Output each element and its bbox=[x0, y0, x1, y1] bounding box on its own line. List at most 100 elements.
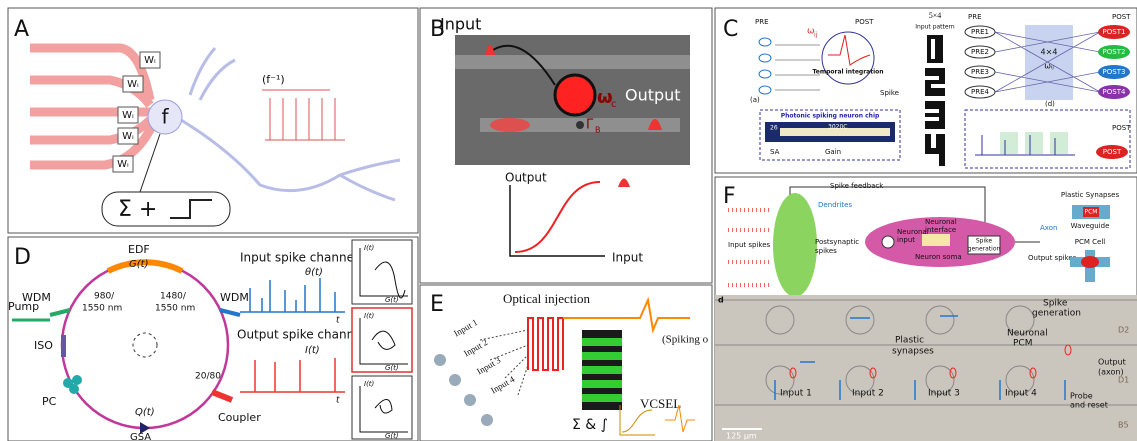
theta: θ(t) bbox=[305, 267, 323, 278]
post-node-label: POST4 bbox=[1103, 88, 1126, 96]
panel-f: F Spike feedback Dendrites Input spikes … bbox=[715, 177, 1137, 441]
row-label: D2 bbox=[1118, 326, 1129, 335]
post-node-label: POST1 bbox=[1103, 28, 1126, 36]
probe: Probe bbox=[1070, 392, 1093, 401]
weight: Wᵢ bbox=[122, 110, 134, 121]
pcm: PCM bbox=[1085, 209, 1098, 216]
omega-sub: c bbox=[611, 99, 617, 110]
photo-pcm: PCM bbox=[1013, 339, 1032, 349]
period: (f⁻¹) bbox=[262, 73, 285, 86]
weight: Wᵢ bbox=[117, 159, 129, 170]
post3: POST bbox=[1112, 124, 1131, 132]
pulse bbox=[490, 118, 530, 132]
edf-label: EDF bbox=[128, 243, 150, 256]
sub-d: d bbox=[718, 296, 724, 305]
phase-y: I(t) bbox=[364, 244, 375, 252]
scale: 125 µm bbox=[726, 432, 757, 441]
phase-y: I(t) bbox=[364, 380, 375, 388]
pattern-size: 5×4 bbox=[929, 11, 942, 20]
phase-x: G(t) bbox=[385, 364, 399, 372]
wavelength: 1480/ bbox=[160, 292, 187, 302]
pcm-cell-core bbox=[1081, 256, 1099, 268]
plot-x-label: Input bbox=[612, 251, 643, 265]
iso-label: ISO bbox=[34, 339, 53, 352]
weight: Wᵢ bbox=[122, 131, 134, 142]
input-channel: Input spike channel bbox=[240, 251, 357, 265]
panel-b: B Input ω c Output Γ B Output Input bbox=[420, 8, 712, 283]
output: Output bbox=[625, 86, 681, 105]
pre2: PRE bbox=[968, 13, 982, 21]
pre-node: PRE1 bbox=[971, 28, 989, 36]
chip-name: 3020C bbox=[828, 124, 847, 131]
panel-c: C PRE POST ω ij Temporal integration Spi… bbox=[715, 8, 1137, 173]
gamma: Γ bbox=[586, 118, 594, 133]
probe: and reset bbox=[1070, 401, 1108, 410]
plot-y-label: Output bbox=[505, 171, 547, 185]
wavelength: 1550 nm bbox=[82, 304, 122, 314]
q-label: Q(t) bbox=[135, 407, 155, 418]
interface-box bbox=[922, 234, 950, 246]
waveguide: Waveguide bbox=[1071, 222, 1110, 230]
neuronal-input: input bbox=[897, 236, 915, 244]
summation bbox=[882, 236, 894, 248]
post: POST bbox=[855, 18, 874, 26]
pattern: Input pattern bbox=[915, 24, 955, 31]
pc-label: PC bbox=[42, 395, 57, 408]
neuron-label: f bbox=[161, 105, 169, 129]
weight: Wᵢ bbox=[127, 79, 139, 90]
panel-d: D EDF G(t) WDM WDM 980/ 1550 nm 1480/ 15… bbox=[8, 237, 418, 441]
panel-a: A f Wᵢ Wᵢ Wᵢ Wᵢ Wᵢ (f⁻¹) Σ + bbox=[8, 8, 418, 233]
gamma-sub: B bbox=[595, 126, 601, 135]
dot bbox=[576, 121, 584, 129]
neuron bbox=[822, 32, 874, 84]
gsa-label: GSA bbox=[130, 432, 151, 441]
chip: Photonic spiking neuron chip bbox=[781, 113, 880, 120]
chip-id: 26 bbox=[770, 125, 778, 132]
axon: Axon bbox=[1040, 224, 1057, 232]
vcsel-label: VCSEL bbox=[640, 396, 681, 411]
panel-e: E Optical injection VCSEL (Spiking o Inp… bbox=[420, 285, 712, 441]
sub-a: (a) bbox=[750, 96, 760, 104]
pcm-cell: PCM Cell bbox=[1075, 238, 1106, 246]
pump-label: Pump bbox=[8, 300, 39, 313]
post-node-label: POST2 bbox=[1103, 48, 1126, 56]
dendrites: Dendrites bbox=[818, 201, 852, 209]
photo-input: Input 3 bbox=[928, 389, 960, 399]
interface: interface bbox=[925, 226, 956, 234]
weight: Wᵢ bbox=[144, 55, 156, 66]
coupler-label: Coupler bbox=[218, 411, 261, 424]
photo-input: Input 2 bbox=[852, 389, 884, 399]
spiking: (Spiking o bbox=[662, 334, 709, 346]
sum: Σ & ∫ bbox=[572, 417, 608, 433]
postsynaptic: Postsynaptic bbox=[815, 238, 859, 246]
windows bbox=[1000, 132, 1068, 154]
post4: POST bbox=[1103, 148, 1122, 156]
row-label: B5 bbox=[1118, 421, 1129, 430]
iso bbox=[61, 335, 66, 357]
integration: Temporal integration bbox=[812, 69, 883, 76]
input-spikes: Input spikes bbox=[728, 241, 770, 249]
wavelength: 980/ bbox=[94, 292, 115, 302]
panel-label: F bbox=[723, 184, 736, 209]
wavelength: 1550 nm bbox=[155, 304, 195, 314]
postsynaptic: spikes bbox=[815, 247, 837, 255]
row-label: D1 bbox=[1118, 376, 1129, 385]
photo-synapses: synapses bbox=[892, 347, 934, 357]
feedback: Spike feedback bbox=[830, 182, 884, 190]
photo-input: Input 1 bbox=[780, 389, 812, 399]
phase-x: G(t) bbox=[385, 296, 399, 304]
matrix-weight: ωᵢⱼ bbox=[1044, 62, 1054, 71]
generation: generation bbox=[968, 246, 1001, 253]
panel-label: D bbox=[14, 245, 31, 270]
gain-label: G(t) bbox=[129, 259, 148, 270]
phase-y: I(t) bbox=[364, 312, 375, 320]
post-node-label: POST3 bbox=[1103, 68, 1126, 76]
figure: A f Wᵢ Wᵢ Wᵢ Wᵢ Wᵢ (f⁻¹) Σ + B Input ω c… bbox=[0, 0, 1137, 441]
pre-node: PRE4 bbox=[971, 88, 990, 96]
photo-generation: generation bbox=[1032, 309, 1081, 319]
photo-output: Output bbox=[1098, 358, 1126, 367]
output-channel: Output spike channel bbox=[237, 328, 365, 342]
sub-d: (d) bbox=[1045, 100, 1055, 108]
scale-bar bbox=[722, 428, 762, 430]
ratio: 20/80 bbox=[195, 372, 221, 382]
